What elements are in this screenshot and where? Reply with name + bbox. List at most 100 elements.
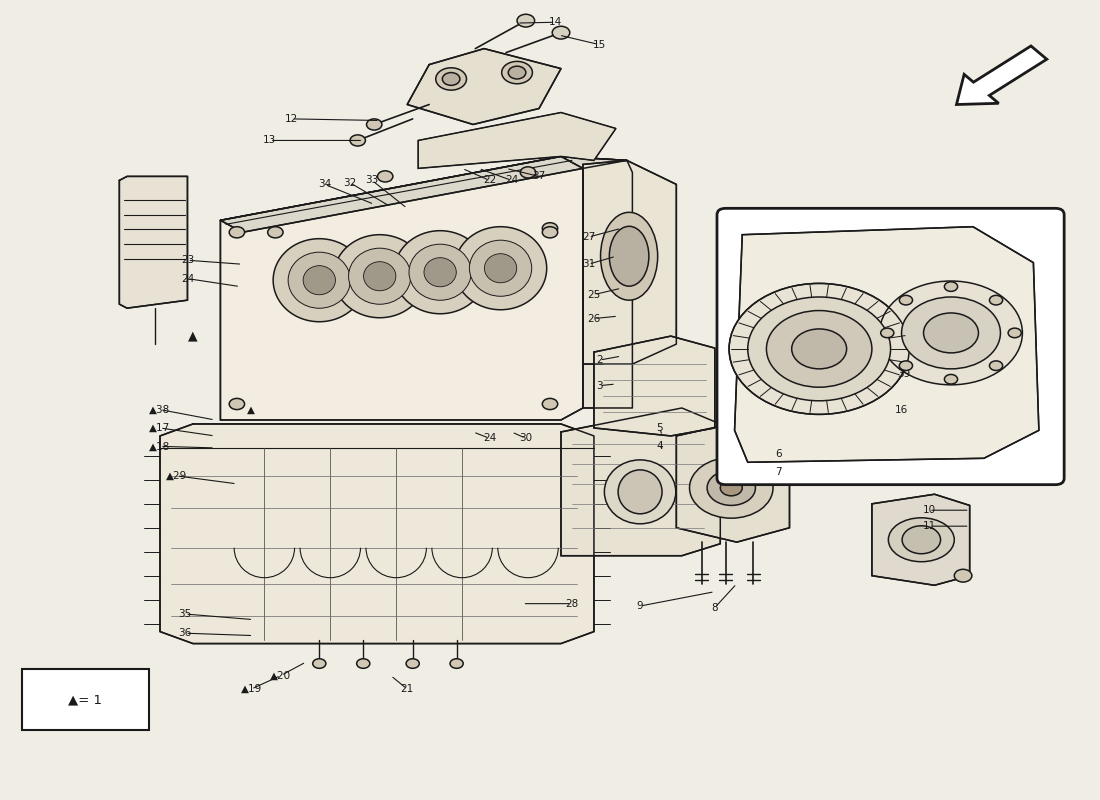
- Ellipse shape: [424, 258, 456, 286]
- Text: 39: 39: [898, 370, 911, 379]
- Circle shape: [720, 480, 742, 496]
- Polygon shape: [160, 424, 594, 643]
- Ellipse shape: [364, 262, 396, 290]
- Text: 23: 23: [180, 255, 194, 266]
- Text: 7: 7: [776, 467, 782, 477]
- Ellipse shape: [409, 244, 471, 300]
- Ellipse shape: [333, 234, 426, 318]
- Ellipse shape: [601, 212, 658, 300]
- Text: 27: 27: [582, 232, 595, 242]
- Polygon shape: [676, 422, 790, 542]
- Circle shape: [690, 458, 773, 518]
- Circle shape: [267, 226, 283, 238]
- Circle shape: [520, 167, 536, 178]
- Text: 4: 4: [657, 442, 663, 451]
- FancyArrow shape: [957, 46, 1047, 105]
- Circle shape: [517, 14, 535, 27]
- Circle shape: [366, 119, 382, 130]
- Text: 22: 22: [483, 175, 496, 186]
- Text: 32: 32: [343, 178, 356, 188]
- Text: 11: 11: [923, 521, 936, 531]
- Text: 24: 24: [483, 434, 496, 443]
- Ellipse shape: [304, 266, 336, 294]
- Polygon shape: [735, 226, 1038, 462]
- FancyBboxPatch shape: [22, 669, 148, 730]
- Circle shape: [924, 313, 979, 353]
- Polygon shape: [594, 336, 715, 436]
- Circle shape: [1008, 328, 1021, 338]
- Text: 24: 24: [180, 274, 194, 284]
- Text: 34: 34: [318, 179, 331, 190]
- Circle shape: [350, 135, 365, 146]
- Circle shape: [442, 73, 460, 86]
- Text: 35: 35: [178, 609, 191, 619]
- Circle shape: [900, 295, 913, 305]
- Circle shape: [508, 66, 526, 79]
- Polygon shape: [583, 161, 676, 364]
- Circle shape: [312, 658, 326, 668]
- Text: 5: 5: [657, 423, 663, 433]
- Ellipse shape: [470, 240, 531, 296]
- Circle shape: [945, 282, 958, 291]
- Text: 16: 16: [895, 405, 909, 414]
- Text: 3: 3: [596, 381, 603, 390]
- Polygon shape: [418, 113, 616, 169]
- Ellipse shape: [273, 238, 365, 322]
- Circle shape: [902, 297, 1000, 369]
- Circle shape: [748, 297, 891, 401]
- Circle shape: [955, 570, 972, 582]
- Ellipse shape: [604, 460, 675, 524]
- Circle shape: [450, 658, 463, 668]
- Text: ▲29: ▲29: [166, 471, 187, 481]
- Circle shape: [406, 658, 419, 668]
- Text: 15: 15: [593, 40, 606, 50]
- Text: ▲20: ▲20: [271, 670, 292, 681]
- Text: 33: 33: [365, 175, 378, 186]
- Polygon shape: [407, 49, 561, 125]
- Text: 30: 30: [519, 434, 532, 443]
- Text: 28: 28: [565, 598, 579, 609]
- Circle shape: [552, 26, 570, 39]
- Circle shape: [436, 68, 466, 90]
- Polygon shape: [220, 157, 627, 232]
- Circle shape: [945, 374, 958, 384]
- Text: ▲18: ▲18: [150, 442, 170, 451]
- Circle shape: [792, 329, 847, 369]
- Ellipse shape: [902, 526, 940, 554]
- Text: ▲17: ▲17: [150, 423, 170, 433]
- Text: 14: 14: [549, 18, 562, 27]
- Text: 12: 12: [285, 114, 298, 124]
- Circle shape: [229, 398, 244, 410]
- Ellipse shape: [454, 226, 547, 310]
- Circle shape: [707, 470, 756, 506]
- Circle shape: [542, 226, 558, 238]
- Text: 31: 31: [582, 259, 595, 270]
- Circle shape: [229, 226, 244, 238]
- Text: ▲38: ▲38: [150, 405, 170, 414]
- Circle shape: [990, 295, 1002, 305]
- Text: 26: 26: [587, 314, 601, 323]
- Circle shape: [729, 283, 910, 414]
- Text: 37: 37: [532, 171, 546, 182]
- Text: ▲: ▲: [188, 330, 198, 342]
- Text: 2: 2: [596, 355, 603, 365]
- Circle shape: [356, 658, 370, 668]
- Ellipse shape: [288, 252, 351, 308]
- Polygon shape: [220, 157, 583, 420]
- Polygon shape: [561, 157, 632, 408]
- Ellipse shape: [484, 254, 517, 282]
- FancyBboxPatch shape: [717, 208, 1064, 485]
- Ellipse shape: [618, 470, 662, 514]
- Text: ▲= 1: ▲= 1: [68, 693, 102, 706]
- Text: 6: 6: [776, 450, 782, 459]
- Text: 24: 24: [505, 175, 518, 186]
- Text: 13: 13: [263, 135, 276, 146]
- Circle shape: [542, 222, 558, 234]
- Circle shape: [881, 328, 894, 338]
- Text: 21: 21: [400, 684, 414, 694]
- Circle shape: [377, 170, 393, 182]
- Circle shape: [990, 361, 1002, 370]
- Polygon shape: [561, 408, 720, 556]
- Ellipse shape: [349, 248, 411, 304]
- Polygon shape: [872, 494, 970, 586]
